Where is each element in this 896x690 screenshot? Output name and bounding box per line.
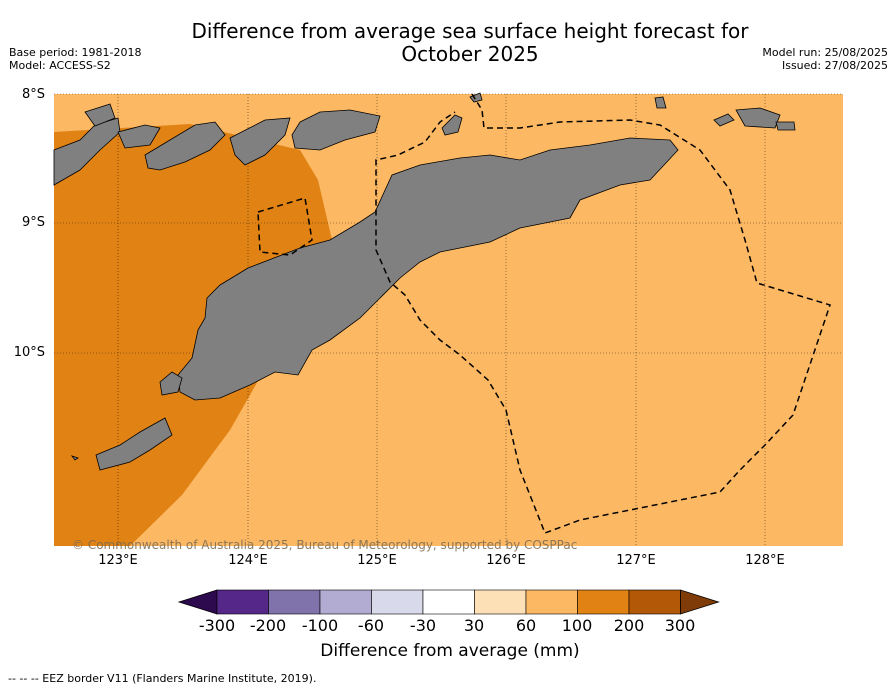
colorbar-extend-low <box>177 589 218 615</box>
title-line-1: Difference from average sea surface heig… <box>191 19 749 43</box>
lat-label-10s: 10°S <box>13 345 45 360</box>
rote-island <box>95 417 173 471</box>
meta-right: Model run: 25/08/2025 Issued: 27/08/2025 <box>762 46 888 72</box>
semau-island <box>159 371 183 396</box>
lakor-island <box>775 121 796 131</box>
land <box>53 92 796 471</box>
ocean-100-200 <box>54 124 332 546</box>
colorbar-label: Difference from average (mm) <box>320 641 580 661</box>
title-line-2: October 2025 <box>401 42 539 66</box>
eez-footnote: -- -- -- EEZ border V11 (Flanders Marine… <box>8 672 317 685</box>
alor-island <box>291 109 381 151</box>
colorbar-tick: -200 <box>249 616 287 635</box>
leti-island <box>713 113 735 127</box>
colorbar-extend-high <box>680 589 720 615</box>
colorbar-tick: -60 <box>357 616 385 635</box>
ndao-island <box>70 455 79 461</box>
moa-island <box>735 107 781 129</box>
meta-left: Base period: 1981-2018 Model: ACCESS-S2 <box>9 46 141 72</box>
map-title: Difference from average sea surface heig… <box>170 20 770 66</box>
colorbar-segment <box>268 589 321 615</box>
issued-date: Issued: 27/08/2025 <box>781 59 888 72</box>
colorbar-segment <box>525 589 578 615</box>
colorbar-tick: 300 <box>664 616 696 635</box>
colorbar-segment <box>371 589 424 615</box>
colorbar-tick: -300 <box>198 616 236 635</box>
colorbar-tick: 60 <box>515 616 537 635</box>
lon-label-123e: 123°E <box>98 553 138 568</box>
colorbar-tick: 100 <box>561 616 593 635</box>
model-name: Model: ACCESS-S2 <box>9 59 111 72</box>
colorbar-segment <box>628 589 681 615</box>
copyright-text: © Commonwealth of Australia 2025, Bureau… <box>72 538 578 552</box>
colorbar-segment <box>474 589 527 615</box>
lat-label-9s: 9°S <box>21 215 45 230</box>
wetar-island <box>441 114 463 136</box>
lon-label-124e: 124°E <box>228 553 268 568</box>
pantar-island <box>84 103 116 127</box>
lon-label-127e: 127°E <box>616 553 656 568</box>
lembata-island <box>229 117 291 166</box>
lon-label-125e: 125°E <box>357 553 397 568</box>
colorbar-tick: -100 <box>301 616 339 635</box>
model-run: Model run: 25/08/2025 <box>762 46 888 59</box>
colorbar-tick: 200 <box>613 616 645 635</box>
timor-island <box>177 137 679 401</box>
lon-label-128e: 128°E <box>745 553 785 568</box>
colorbar-tick: -30 <box>409 616 437 635</box>
kisar-island <box>654 96 667 109</box>
adonara-island <box>144 121 226 171</box>
colorbar-tick: 30 <box>463 616 485 635</box>
colorbar-segment <box>319 589 372 615</box>
colorbar-segment <box>422 589 475 615</box>
lat-label-8s: 8°S <box>21 87 45 102</box>
lon-label-126e: 126°E <box>486 553 526 568</box>
atauro-island <box>469 92 483 103</box>
colorbar-segment <box>216 589 269 615</box>
colorbar-segment <box>577 589 630 615</box>
eez-border-west <box>257 197 313 256</box>
solor-island <box>117 124 161 149</box>
base-period: Base period: 1981-2018 <box>9 46 142 59</box>
